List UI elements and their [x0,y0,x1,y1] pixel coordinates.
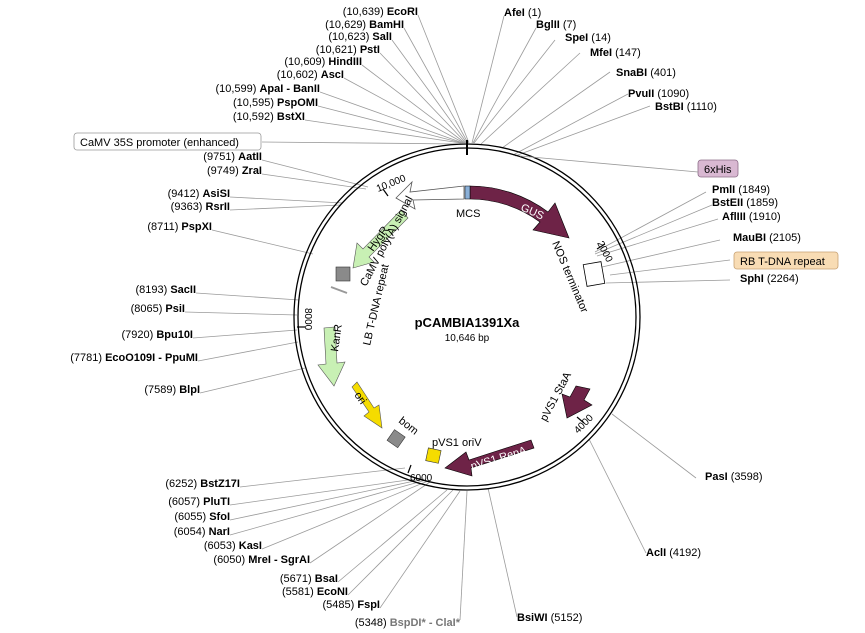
site-label-left-6: (10,599) ApaI - BanII [215,83,320,95]
hygr-feature[interactable] [352,209,409,269]
site-label-left-17: (7781) EcoO109I - PpuMI [70,352,198,364]
ticks [297,188,606,474]
leader-lines [184,14,731,621]
bom-feature[interactable] [386,429,406,449]
ori-feature[interactable] [351,381,383,429]
lb-feature[interactable] [335,266,351,282]
kanr-feature[interactable] [317,326,346,387]
site-label-right-11: SphI (2264) [740,273,799,285]
pvs1-oriv-feature[interactable] [425,447,442,464]
gus-start-marker [464,185,471,200]
site-label-right-13: AclI (4192) [646,547,701,559]
plasmid-size: 10,646 bp [445,333,490,344]
site-label-right-1: BglII (7) [536,19,576,31]
pvs1-oriv-label: pVS1 oriV [432,437,482,449]
lb-bar [330,286,348,294]
site-label-left-2: (10,623) SalI [328,31,392,43]
site-label-left-3: (10,621) PstI [316,44,380,56]
site-label-left-27: (5485) FspI [323,599,380,611]
tick-6000: 6000 [410,473,433,484]
site-label-left-23: (6053) KasI [204,540,262,552]
site-label-left-13: (8711) PspXI [147,221,212,233]
site-label-left-4: (10,609) HindIII [284,56,362,68]
tick-4000: 4000 [572,412,596,436]
ori-label: ori [352,390,369,407]
site-label-left-10: (9749) ZraI [207,165,262,177]
site-label-right-9: AflIII (1910) [722,211,781,223]
site-label-right-3: MfeI (147) [590,47,641,59]
rb-label: RB T-DNA repeat [740,256,825,268]
site-label-left-21: (6055) SfoI [174,511,230,523]
site-label-right-10: MauBI (2105) [733,232,801,244]
site-label-left-16: (7920) Bpu10I [121,329,193,341]
site-label-left-26: (5581) EcoNI [282,586,348,598]
site-label-right-4: SnaBI (401) [616,67,676,79]
site-labels: (10,639) EcoRI(10,629) BamHI(10,623) Sal… [70,6,801,629]
gus-feature[interactable] [469,185,570,239]
camv35s-label: CaMV 35S promoter (enhanced) [80,137,239,149]
site-label-left-19: (6252) BstZ17I [165,478,240,490]
site-label-left-7: (10,595) PspOMI [233,97,318,109]
site-label-right-6: BstBI (1110) [655,101,717,113]
site-label-left-25: (5671) BsaI [280,573,338,585]
site-label-left-22: (6054) NarI [174,526,230,538]
his-leader [519,155,699,173]
site-label-right-7: PmlI (1849) [712,184,770,196]
site-label-right-12: PasI (3598) [705,471,762,483]
site-label-left-20: (6057) PluTI [168,496,230,508]
his-label: 6xHis [704,164,732,176]
rb-box[interactable]: RB T-DNA repeat [733,251,839,270]
camv35s-box[interactable]: CaMV 35S promoter (enhanced) [73,132,262,151]
site-label-left-11: (9412) AsiSI [168,188,230,200]
site-label-right-2: SpeI (14) [565,32,611,44]
site-label-left-9: (9751) AatII [203,151,262,163]
nos-feature[interactable] [582,261,606,287]
site-label-right-5: PvuII (1090) [628,88,689,100]
site-label-left-0: (10,639) EcoRI [343,6,418,18]
site-label-left-12: (9363) RsrII [171,201,230,213]
site-label-right-8: BstEII (1859) [712,197,778,209]
site-label-right-14: BsiWI (5152) [517,612,582,624]
site-label-left-18: (7589) BlpI [144,384,200,396]
mcs-feature[interactable] [395,180,465,210]
site-label-left-5: (10,602) AscI [277,69,344,81]
site-label-left-24: (6050) MreI - SgrAI [213,554,310,566]
kanr-label: KanR [329,323,345,352]
pvs1-repa-feature[interactable] [444,439,535,477]
site-label-left-14: (8193) SacII [135,284,196,296]
tick-8000: 8000 [302,308,313,331]
gus-label: GUS [519,202,546,223]
pvs1-staa-feature[interactable] [561,385,593,419]
site-label-right-0: AfeI (1) [504,7,541,19]
site-label-left-28: (5348) BspDI* - ClaI* [355,617,461,629]
backbone [293,140,641,491]
mcs-label: MCS [456,208,480,220]
nos-label: NOS terminator [549,239,590,314]
site-label-left-8: (10,592) BstXI [233,111,305,123]
site-label-left-15: (8065) PsiI [131,303,185,315]
his-box[interactable]: 6xHis [697,159,739,178]
plasmid-name: pCAMBIA1391Xa [415,315,521,330]
site-label-left-1: (10,629) BamHI [325,19,404,31]
